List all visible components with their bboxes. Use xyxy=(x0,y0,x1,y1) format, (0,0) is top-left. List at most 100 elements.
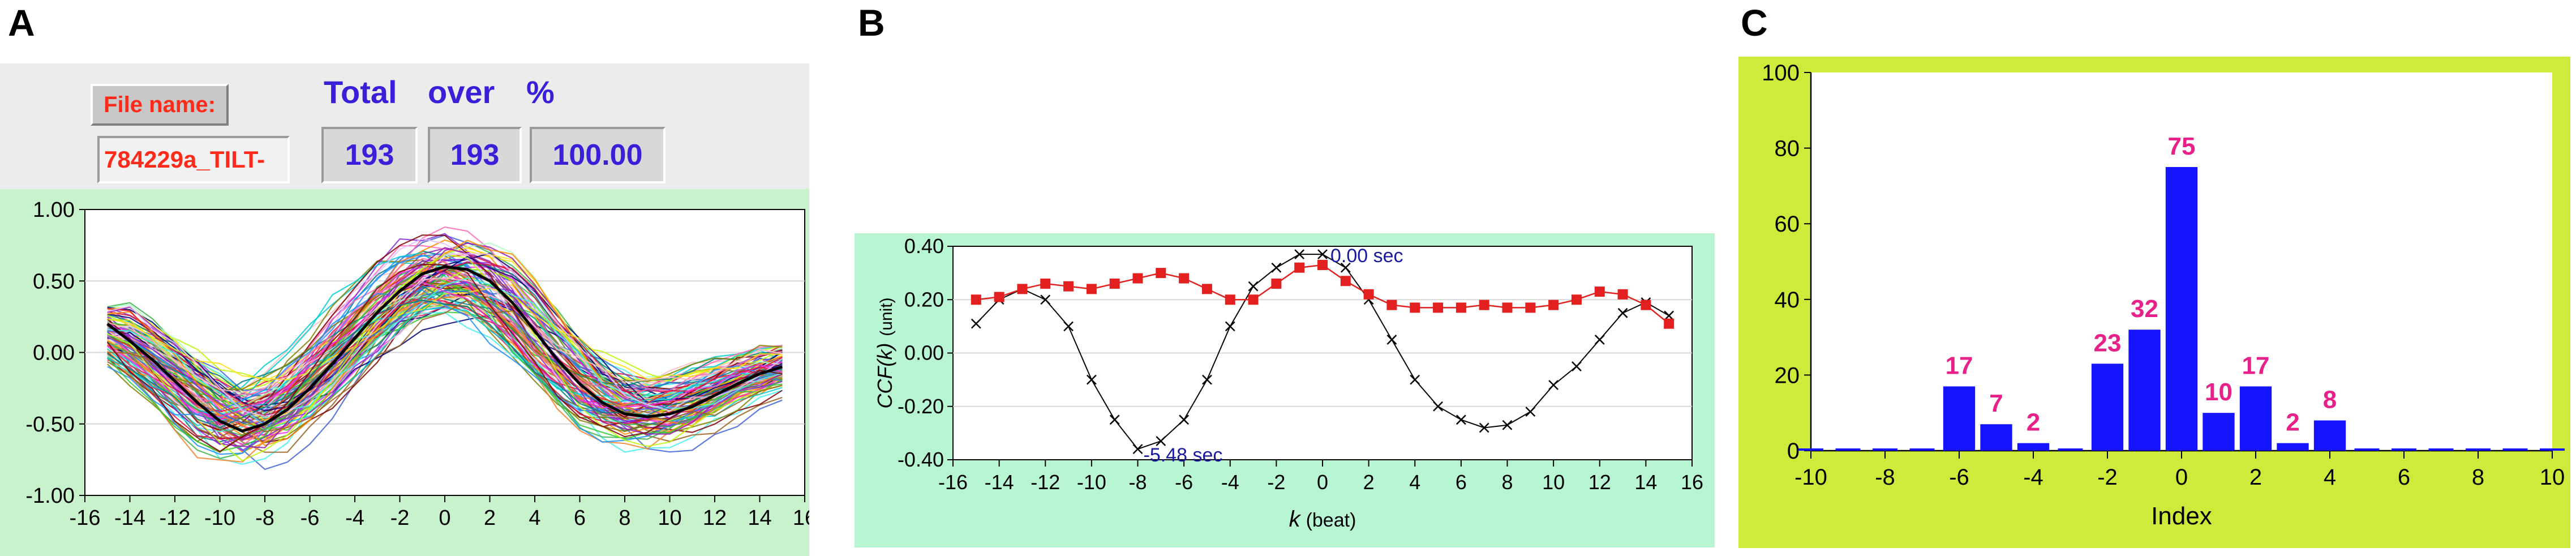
chart-b-x-tick-label: 6 xyxy=(1456,471,1467,494)
chart-c-bar-label: 10 xyxy=(2205,378,2232,406)
chart-b-cross-point xyxy=(1433,401,1443,412)
chart-a-trace xyxy=(107,281,783,417)
chart-c-bar-label: 23 xyxy=(2094,329,2122,357)
chart-c-bar xyxy=(2239,386,2272,451)
chart-a-trace xyxy=(107,247,783,448)
chart-b-cross-point xyxy=(1063,321,1074,332)
chart-a-y-tick-label: -0.50 xyxy=(25,413,75,437)
chart-b-x-tick-label: 0 xyxy=(1317,471,1328,494)
chart-b-cross-point xyxy=(1617,307,1628,318)
chart-a-x-tick-label: -8 xyxy=(255,506,274,530)
chart-b-cross-point xyxy=(1594,335,1605,345)
chart-b-square-point xyxy=(1317,259,1328,270)
percent-value-field: 100.00 xyxy=(530,127,666,183)
panel-letter-c: C xyxy=(1741,2,1768,44)
chart-b-square-point xyxy=(1456,302,1466,313)
chart-a-y-tick-label: 0.00 xyxy=(33,341,75,365)
chart-b-x-tick-label: -2 xyxy=(1267,471,1285,494)
chart-b-square-point xyxy=(971,294,981,305)
chart-c-bar-label: 17 xyxy=(1946,352,1973,379)
over-label: over xyxy=(428,74,495,110)
chart-b-x-tick-label: -12 xyxy=(1031,471,1060,494)
chart-b-square-point xyxy=(1063,281,1074,292)
file-name-button[interactable]: File name: xyxy=(91,84,229,126)
chart-c-bar xyxy=(2313,420,2346,451)
chart-a-x-tick-label: -2 xyxy=(390,506,410,530)
chart-b-y-axis-label: CCF(k)(unit) xyxy=(873,297,896,408)
chart-b-cross-point xyxy=(1386,335,1397,345)
chart-c-y-tick-label: 100 xyxy=(1762,61,1800,85)
chart-a-x-tick-label: -16 xyxy=(70,506,101,530)
chart-c-x-tick-label: -8 xyxy=(1875,465,1895,490)
chart-a-trace xyxy=(107,307,783,419)
chart-a-x-tick-label: 6 xyxy=(574,506,586,530)
chart-b-square-point xyxy=(1201,284,1212,294)
chart-b-cross-point xyxy=(1410,374,1420,385)
chart-b-x-tick-label: -8 xyxy=(1128,471,1147,494)
chart-a-x-tick-label: 10 xyxy=(658,506,681,530)
chart-c-bar-label: 2 xyxy=(2286,409,2299,437)
chart-a-x-tick-label: 4 xyxy=(529,506,540,530)
chart-b-square-point xyxy=(1617,289,1628,300)
total-value-field: 193 xyxy=(321,127,418,183)
chart-a-y-tick-label: 1.00 xyxy=(33,198,75,222)
chart-c-y-tick-label: 80 xyxy=(1775,136,1800,161)
chart-a-x-tick-label: 12 xyxy=(703,506,727,530)
chart-b-cross-point xyxy=(1225,321,1235,332)
chart-c-x-tick-label: 0 xyxy=(2175,465,2188,490)
chart-b-square-point xyxy=(1294,262,1305,273)
chart-a-x-tick-label: -6 xyxy=(300,506,320,530)
chart-b-square-point xyxy=(1363,289,1374,300)
chart-c-bar xyxy=(2277,443,2309,451)
chart-b-square-point xyxy=(1271,278,1282,289)
chart-c-bar-label: 75 xyxy=(2168,132,2196,160)
chart-b-x-tick-label: 2 xyxy=(1363,471,1375,494)
chart-b-cross-point xyxy=(1294,249,1305,260)
chart-b-cross-point xyxy=(1479,422,1489,433)
chart-b-cross-point xyxy=(1156,436,1166,446)
chart-b-x-axis-label: k (beat) xyxy=(1289,507,1356,532)
chart-a-x-tick-label: -12 xyxy=(160,506,191,530)
chart-b-cross-point xyxy=(1548,380,1559,390)
chart-b-square-point xyxy=(1040,278,1051,289)
chart-a-trace xyxy=(107,297,783,412)
chart-a-x-tick-label: 8 xyxy=(619,506,630,530)
chart-a-x-tick-label: 2 xyxy=(484,506,496,530)
chart-b-y-tick-label: 0.40 xyxy=(904,234,944,258)
chart-b-annotation-trough: -5.48 sec xyxy=(1144,444,1223,466)
chart-c-x-tick-label: 10 xyxy=(2540,465,2565,490)
chart-b-x-tick-label: -6 xyxy=(1175,471,1193,494)
chart-c-x-tick-label: 8 xyxy=(2472,465,2484,490)
chart-a-trace xyxy=(107,253,783,463)
chart-c-bar xyxy=(2091,363,2124,451)
chart-a-trace xyxy=(107,289,783,416)
chart-a-trace xyxy=(107,277,783,426)
chart-b-cross-point xyxy=(1340,262,1351,273)
panel-letter-a: A xyxy=(8,2,35,44)
chart-b-cross-point xyxy=(1271,262,1282,273)
chart-a-trace xyxy=(107,284,783,386)
chart-b-cross-point xyxy=(1525,407,1536,417)
chart-b-square-point xyxy=(1248,294,1259,305)
chart-c-bar xyxy=(2203,413,2235,451)
file-name-field[interactable]: 784229a_TILT- xyxy=(97,136,290,183)
chart-c-bar xyxy=(2165,167,2198,451)
chart-c-bar-label: 7 xyxy=(1989,390,2003,417)
chart-a-mean-series xyxy=(106,265,783,433)
chart-b-square-point xyxy=(1664,318,1675,329)
chart-b-square-point xyxy=(1156,268,1166,279)
chart-c-y-tick-label: 40 xyxy=(1775,288,1800,313)
chart-b-cross-point xyxy=(1202,374,1212,385)
chart-b-square-point xyxy=(1433,302,1444,313)
chart-a-x-tick-label: -10 xyxy=(204,506,235,530)
chart-b-x-tick-label: 16 xyxy=(1681,471,1703,494)
chart-c-bar xyxy=(1980,424,2012,451)
chart-b-square-point xyxy=(1641,300,1651,310)
chart-b-square-point xyxy=(994,292,1004,302)
chart-b-x-tick-label: 8 xyxy=(1501,471,1513,494)
chart-b-square-point xyxy=(1017,284,1028,294)
chart-b-y-tick-label: -0.40 xyxy=(898,448,944,471)
chart-c-bar xyxy=(2128,330,2161,451)
chart-b-x-tick-label: -14 xyxy=(985,471,1014,494)
chart-b-square-point xyxy=(1109,278,1120,289)
